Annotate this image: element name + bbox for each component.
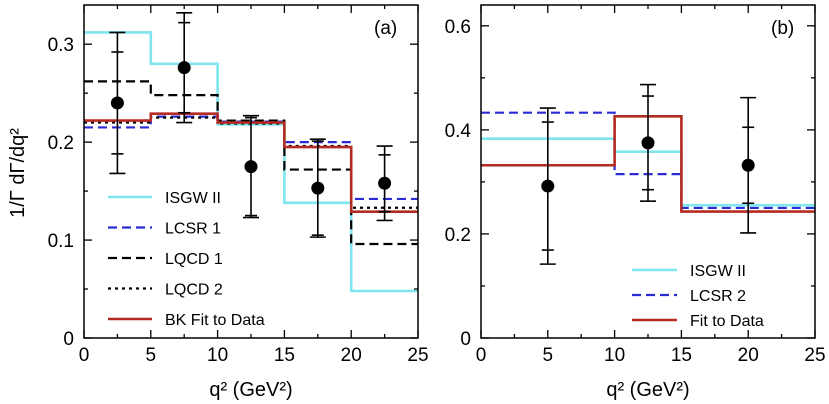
y-tick-label: 0 xyxy=(63,329,74,350)
data-point xyxy=(244,160,258,174)
legend-label: LCSR 1 xyxy=(165,221,221,238)
panel-label: (b) xyxy=(771,18,794,39)
y-tick-label: 0.1 xyxy=(48,231,74,252)
panel-a: 0 5 10 15 20 25 0 0.1 0.2 0.3 q² (GeV²) (a) ISGW II L… xyxy=(48,4,429,401)
legend-label: ISGW II xyxy=(165,190,221,207)
legend-label: ISGW II xyxy=(690,263,746,280)
y-tick-label: 0.4 xyxy=(445,121,472,142)
legend-label: LCSR 2 xyxy=(690,288,746,305)
legend-label: LQCD 2 xyxy=(165,282,223,299)
legend-label: LQCD 1 xyxy=(165,251,223,268)
data-point xyxy=(110,96,124,110)
data-point xyxy=(378,176,392,190)
data-point xyxy=(311,181,325,195)
data-point xyxy=(541,179,555,193)
panel-b: 0 5 10 15 20 25 0 0.2 0.4 0.6 q² (GeV²) (b) ISGW II L… xyxy=(445,4,826,401)
x-tick-label: 20 xyxy=(341,345,362,366)
data-point xyxy=(641,136,655,150)
x-tick-label: 25 xyxy=(804,345,825,366)
x-tick-label: 5 xyxy=(543,345,554,366)
x-tick-label: 15 xyxy=(671,345,692,366)
x-tick-label: 20 xyxy=(738,345,759,366)
x-tick-label: 5 xyxy=(146,345,157,366)
panel-label: (a) xyxy=(374,18,397,39)
y-tick-label: 0.3 xyxy=(48,35,74,56)
x-axis-title: q² (GeV²) xyxy=(606,379,689,401)
y-tick-label: 0.6 xyxy=(445,17,471,38)
data-point xyxy=(177,61,191,75)
x-tick-label: 25 xyxy=(407,345,428,366)
y-axis-title: 1/Γ dΓ/dq² xyxy=(7,128,29,218)
legend-label: BK Fit to Data xyxy=(165,312,265,329)
data-point xyxy=(741,158,755,172)
x-axis-title: q² (GeV²) xyxy=(209,379,292,401)
x-tick-label: 0 xyxy=(476,345,487,366)
x-tick-label: 10 xyxy=(604,345,625,366)
y-tick-label: 0 xyxy=(460,329,471,350)
y-tick-label: 0.2 xyxy=(48,133,74,154)
y-tick-label: 0.2 xyxy=(445,225,471,246)
x-tick-label: 15 xyxy=(274,345,295,366)
legend-label: Fit to Data xyxy=(690,313,764,330)
x-tick-label: 10 xyxy=(207,345,228,366)
x-tick-label: 0 xyxy=(79,345,90,366)
